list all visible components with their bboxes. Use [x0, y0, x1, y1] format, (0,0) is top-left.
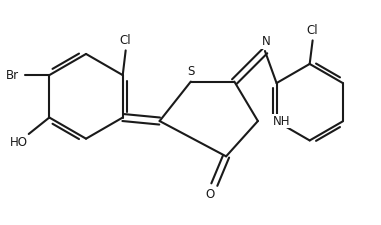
Text: NH: NH	[272, 115, 290, 128]
Text: O: O	[205, 187, 214, 200]
Text: N: N	[262, 35, 271, 48]
Text: Br: Br	[6, 69, 19, 82]
Text: Cl: Cl	[120, 34, 131, 47]
Text: Cl: Cl	[307, 25, 319, 38]
Text: HO: HO	[10, 136, 28, 149]
Text: S: S	[187, 65, 194, 78]
